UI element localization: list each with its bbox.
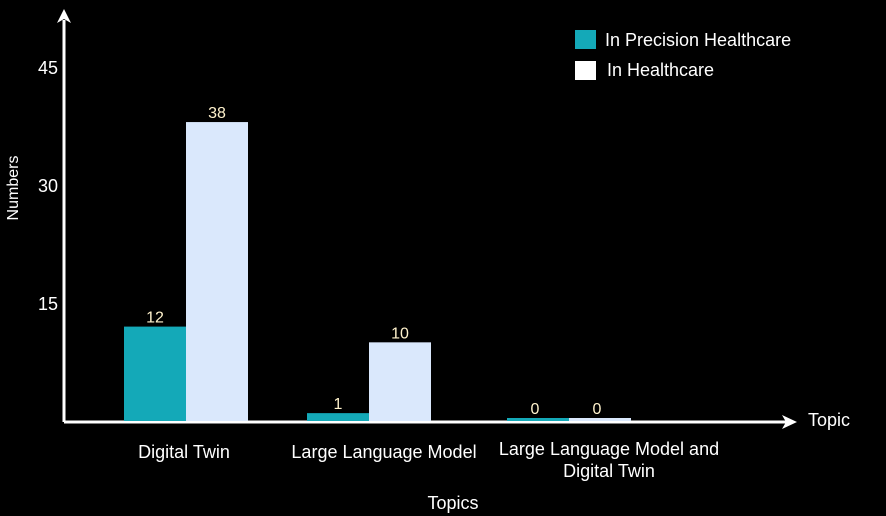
bar-1-1 xyxy=(369,342,431,421)
data-label-0-1: 1 xyxy=(334,396,343,413)
y-axis-title: Numbers xyxy=(5,156,22,221)
x-tick-label-0: Digital Twin xyxy=(138,442,230,462)
legend-label-healthcare: In Healthcare xyxy=(607,60,714,80)
bar-1-2 xyxy=(569,418,631,421)
legend: In Precision Healthcare In Healthcare xyxy=(575,30,791,80)
x-axis-arrow-icon xyxy=(782,415,797,429)
bar-0-0 xyxy=(124,326,186,421)
data-label-0-2: 0 xyxy=(531,401,540,418)
y-axis-arrow-icon xyxy=(57,9,71,23)
bar-1-0 xyxy=(186,122,248,422)
x-axis-title: Topics xyxy=(427,493,478,513)
bar-0-1 xyxy=(307,413,369,421)
x-tick-label-1: Large Language Model xyxy=(291,442,476,462)
data-label-1-0: 38 xyxy=(208,105,226,122)
legend-swatch-precision-healthcare xyxy=(575,30,596,49)
y-tick-label-2: 45 xyxy=(38,58,58,78)
y-tick-label-1: 30 xyxy=(38,176,58,196)
x-tick-label-2: Large Language Model and Digital Twin xyxy=(499,439,719,481)
x-axis-end-label: Topic xyxy=(808,410,850,430)
data-label-0-0: 12 xyxy=(146,310,164,327)
data-label-1-2: 0 xyxy=(593,401,602,418)
data-label-1-1: 10 xyxy=(391,325,409,342)
legend-label-precision-healthcare: In Precision Healthcare xyxy=(605,30,791,50)
bar-0-2 xyxy=(507,418,569,421)
y-tick-label-0: 15 xyxy=(38,294,58,314)
legend-swatch-healthcare xyxy=(575,61,596,80)
